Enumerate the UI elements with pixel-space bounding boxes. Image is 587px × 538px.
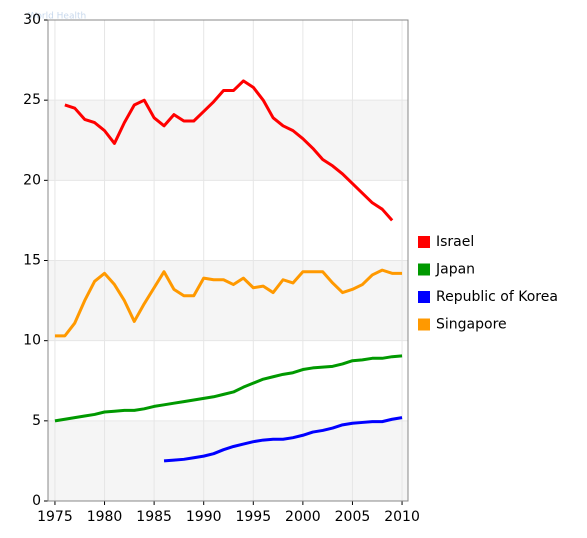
- y-tick-label: 30: [23, 12, 41, 28]
- x-tick-label: 1985: [136, 509, 172, 525]
- x-tick-label: 1980: [87, 509, 123, 525]
- x-tick-label: 2010: [384, 509, 420, 525]
- series-line: [54, 354, 403, 423]
- x-tick-label: 1990: [186, 509, 222, 525]
- y-tick-label: 25: [23, 92, 41, 108]
- y-tick-label: 20: [23, 172, 41, 188]
- legend-swatch: [418, 318, 430, 331]
- watermark: World Health: [28, 12, 86, 22]
- y-tick-label: 15: [23, 253, 41, 269]
- legend-label: Republic of Korea: [436, 289, 558, 305]
- y-tick-label: 0: [32, 493, 41, 509]
- legend-label: Japan: [435, 262, 475, 278]
- x-tick-label: 1975: [37, 509, 73, 525]
- band: [48, 100, 408, 181]
- legend-swatch: [418, 236, 430, 248]
- y-tick-label: 10: [23, 333, 41, 349]
- band: [48, 260, 408, 341]
- x-tick-label: 1995: [235, 509, 271, 525]
- series-line: [64, 79, 394, 222]
- x-tick-label: 2000: [285, 509, 321, 525]
- legend-label: Israel: [436, 234, 474, 250]
- plot-frame: [47, 19, 409, 502]
- y-tick-label: 5: [32, 413, 41, 429]
- x-tick-label: 2005: [335, 509, 371, 525]
- legend-swatch: [418, 291, 430, 303]
- legend-label: Singapore: [436, 317, 507, 333]
- band: [48, 420, 408, 501]
- series-line: [163, 416, 403, 463]
- legend-swatch: [418, 263, 430, 276]
- series-line: [54, 268, 403, 338]
